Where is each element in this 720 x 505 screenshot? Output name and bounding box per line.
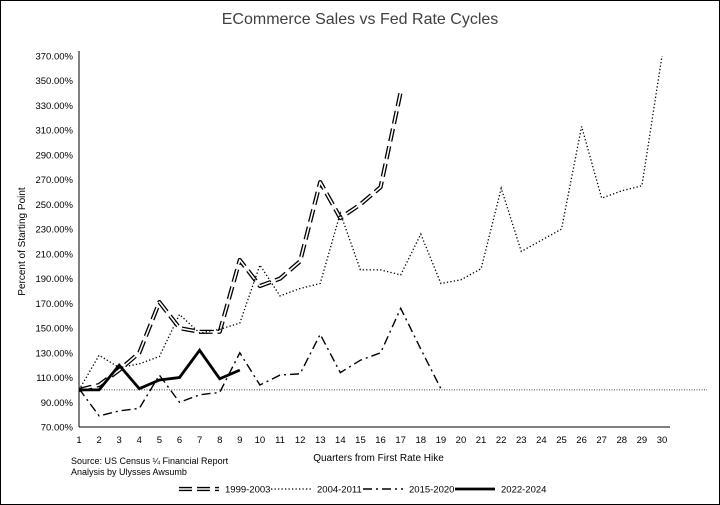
- y-tick-label: 190.00%: [35, 274, 73, 285]
- y-axis-title: Percent of Starting Point: [17, 187, 28, 296]
- legend-label: 2022-2024: [501, 485, 546, 496]
- x-tick-label: 13: [315, 435, 326, 446]
- y-tick-label: 110.00%: [36, 373, 73, 384]
- y-tick-label: 230.00%: [35, 225, 73, 236]
- series-line-3: [79, 347, 241, 392]
- x-tick-label: 16: [375, 435, 386, 446]
- data-point: [359, 203, 361, 205]
- x-tick-label: 28: [617, 435, 628, 446]
- x-tick-label: 12: [295, 435, 306, 446]
- x-tick-label: 3: [117, 435, 122, 446]
- x-tick-label: 26: [576, 435, 587, 446]
- x-tick-label: 4: [137, 435, 142, 446]
- legend-label: 1999-2003: [225, 485, 270, 496]
- x-tick-label: 30: [657, 435, 668, 446]
- source-note: Source: US Census ¼ Financial Report: [71, 456, 229, 466]
- x-tick-label: 10: [255, 435, 266, 446]
- series-line-0-inner: [78, 91, 402, 391]
- y-tick-label: 90.00%: [41, 398, 74, 409]
- x-tick-label: 9: [237, 435, 242, 446]
- data-point: [299, 373, 301, 375]
- y-tick-label: 150.00%: [35, 324, 73, 335]
- y-tick-label: 290.00%: [35, 150, 73, 161]
- x-tick-label: 25: [556, 435, 567, 446]
- y-tick-label: 170.00%: [35, 299, 73, 310]
- x-tick-label: 8: [217, 435, 222, 446]
- x-tick-label: 23: [516, 435, 527, 446]
- y-tick-label: 130.00%: [35, 348, 73, 359]
- x-tick-label: 24: [536, 435, 547, 446]
- y-tick-label: 250.00%: [35, 200, 73, 211]
- data-point: [400, 91, 402, 93]
- x-tick-label: 11: [275, 435, 285, 446]
- data-point: [178, 327, 180, 329]
- y-tick-label: 310.00%: [35, 126, 73, 137]
- data-point: [138, 407, 140, 409]
- x-tick-label: 14: [335, 435, 346, 446]
- x-tick-label: 19: [436, 435, 447, 446]
- x-tick-label: 18: [415, 435, 426, 446]
- x-tick-label: 2: [96, 435, 101, 446]
- x-tick-label: 22: [496, 435, 507, 446]
- analysis-note: Analysis by Ulysses Awsumb: [71, 467, 187, 477]
- x-tick-label: 6: [177, 435, 182, 446]
- y-tick-label: 210.00%: [35, 249, 73, 260]
- legend-label: 2004-2011: [317, 485, 362, 496]
- chart-title: ECommerce Sales vs Fed Rate Cycles: [221, 11, 499, 28]
- x-tick-label: 1: [76, 435, 81, 446]
- x-tick-label: 21: [476, 435, 487, 446]
- series-line-1: [78, 55, 663, 391]
- data-point: [118, 410, 120, 412]
- x-tick-label: 29: [637, 435, 648, 446]
- x-tick-label: 27: [596, 435, 607, 446]
- y-tick-label: 70.00%: [41, 423, 74, 434]
- legend-label: 2015-2020: [409, 485, 454, 496]
- data-point: [198, 394, 200, 396]
- x-axis-title: Quarters from First Rate Hike: [313, 453, 444, 464]
- x-tick-label: 20: [456, 435, 467, 446]
- y-tick-label: 350.00%: [35, 76, 73, 87]
- x-tick-label: 17: [395, 435, 406, 446]
- x-tick-label: 7: [197, 435, 202, 446]
- x-tick-label: 15: [355, 435, 366, 446]
- y-tick-label: 270.00%: [35, 175, 73, 186]
- series-line-0: [78, 91, 403, 392]
- x-tick-label: 5: [157, 435, 162, 446]
- series-line-2: [78, 306, 442, 417]
- y-tick-label: 370.00%: [35, 52, 73, 63]
- data-point: [319, 333, 321, 335]
- y-tick-label: 330.00%: [35, 101, 73, 112]
